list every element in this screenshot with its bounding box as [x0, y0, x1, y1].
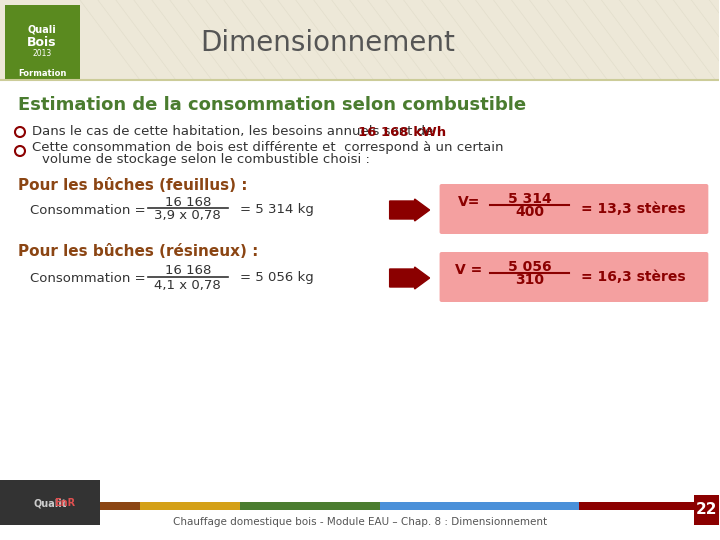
Text: Bois: Bois	[27, 36, 57, 49]
Text: 16 168: 16 168	[165, 264, 211, 276]
Bar	[379, 502, 580, 510]
Text: Consommation =: Consommation =	[30, 272, 145, 285]
Bar	[694, 495, 719, 525]
Text: 3,9 x 0,78: 3,9 x 0,78	[155, 210, 221, 222]
Text: 16 168 kWh: 16 168 kWh	[358, 125, 446, 138]
Text: Cette consommation de bois est différente et  correspond à un certain: Cette consommation de bois est différent…	[32, 141, 503, 154]
Text: EnR: EnR	[55, 498, 76, 508]
FancyBboxPatch shape	[440, 252, 708, 302]
Text: 400: 400	[515, 205, 544, 219]
Bar	[0, 0, 719, 80]
Text: Formation: Formation	[18, 69, 66, 78]
Bar	[0, 480, 100, 525]
Text: Dans le cas de cette habitation, les besoins annuels sont de: Dans le cas de cette habitation, les bes…	[32, 125, 438, 138]
Text: 310: 310	[515, 273, 544, 287]
Bar	[240, 502, 379, 510]
Text: Quali: Quali	[27, 25, 56, 35]
Text: V=: V=	[458, 195, 480, 209]
Text: Consommation =: Consommation =	[30, 204, 145, 217]
Text: Pour les bûches (feuillus) :: Pour les bûches (feuillus) :	[18, 178, 248, 192]
Text: 4,1 x 0,78: 4,1 x 0,78	[155, 279, 221, 292]
Text: = 13,3 stères: = 13,3 stères	[582, 202, 686, 216]
FancyArrow shape	[390, 199, 430, 221]
Bar	[5, 66, 80, 80]
Text: = 16,3 stères: = 16,3 stères	[582, 270, 686, 284]
Bar	[580, 502, 719, 510]
Bar	[140, 502, 240, 510]
Text: Chauffage domestique bois - Module EAU – Chap. 8 : Dimensionnement: Chauffage domestique bois - Module EAU –…	[173, 517, 546, 527]
Text: 16 168: 16 168	[165, 195, 211, 208]
Text: V =: V =	[454, 263, 487, 277]
Text: Pour les bûches (résineux) :: Pour les bûches (résineux) :	[18, 245, 258, 260]
FancyBboxPatch shape	[0, 0, 719, 80]
Text: = 5 056 kg: = 5 056 kg	[240, 272, 313, 285]
Text: volume de stockage selon le combustible choisi :: volume de stockage selon le combustible …	[42, 153, 370, 166]
FancyArrow shape	[390, 267, 430, 289]
Text: 5 314: 5 314	[508, 192, 552, 206]
FancyBboxPatch shape	[440, 184, 708, 234]
Text: Dimensionnement: Dimensionnement	[200, 29, 455, 57]
Text: 5 056: 5 056	[508, 260, 552, 274]
Text: Qualit: Qualit	[33, 498, 67, 508]
Bar	[0, 525, 719, 540]
Bar	[5, 5, 80, 73]
Text: 2013: 2013	[32, 49, 52, 57]
Text: Estimation de la consommation selon combustible: Estimation de la consommation selon comb…	[18, 96, 526, 114]
Text: 22: 22	[696, 503, 717, 517]
Bar	[0, 502, 140, 510]
Text: = 5 314 kg: = 5 314 kg	[240, 204, 314, 217]
